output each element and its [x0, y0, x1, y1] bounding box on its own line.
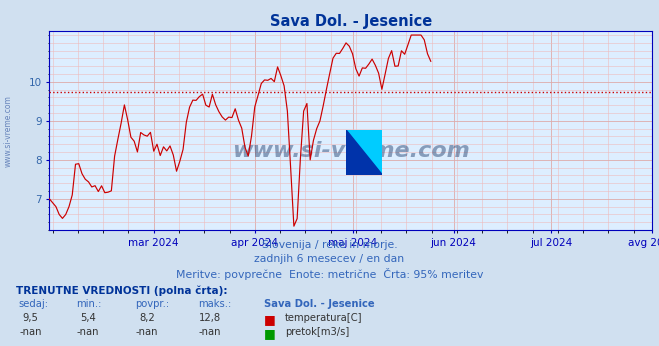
Text: pretok[m3/s]: pretok[m3/s]	[285, 327, 349, 337]
Text: Slovenija / reke in morje.: Slovenija / reke in morje.	[262, 240, 397, 251]
Text: ■: ■	[264, 313, 275, 326]
Text: www.si-vreme.com: www.si-vreme.com	[232, 140, 470, 161]
Text: 8,2: 8,2	[139, 313, 155, 323]
Text: min.:: min.:	[76, 299, 101, 309]
Text: -nan: -nan	[136, 327, 158, 337]
Text: ■: ■	[264, 327, 275, 340]
Text: temperatura[C]: temperatura[C]	[285, 313, 362, 323]
Text: -nan: -nan	[76, 327, 99, 337]
Text: -nan: -nan	[198, 327, 221, 337]
Text: maks.:: maks.:	[198, 299, 231, 309]
Polygon shape	[346, 130, 382, 175]
Text: 5,4: 5,4	[80, 313, 96, 323]
Text: Sava Dol. - Jesenice: Sava Dol. - Jesenice	[264, 299, 374, 309]
Text: TRENUTNE VREDNOSTI (polna črta):: TRENUTNE VREDNOSTI (polna črta):	[16, 285, 228, 296]
Text: 9,5: 9,5	[22, 313, 38, 323]
Text: 12,8: 12,8	[198, 313, 221, 323]
Text: -nan: -nan	[19, 327, 42, 337]
Text: povpr.:: povpr.:	[135, 299, 169, 309]
Text: zadnjih 6 mesecev / en dan: zadnjih 6 mesecev / en dan	[254, 254, 405, 264]
Text: www.si-vreme.com: www.si-vreme.com	[4, 95, 13, 167]
Polygon shape	[346, 130, 382, 175]
Title: Sava Dol. - Jesenice: Sava Dol. - Jesenice	[270, 13, 432, 29]
Text: sedaj:: sedaj:	[18, 299, 49, 309]
Text: Meritve: povprečne  Enote: metrične  Črta: 95% meritev: Meritve: povprečne Enote: metrične Črta:…	[176, 268, 483, 280]
